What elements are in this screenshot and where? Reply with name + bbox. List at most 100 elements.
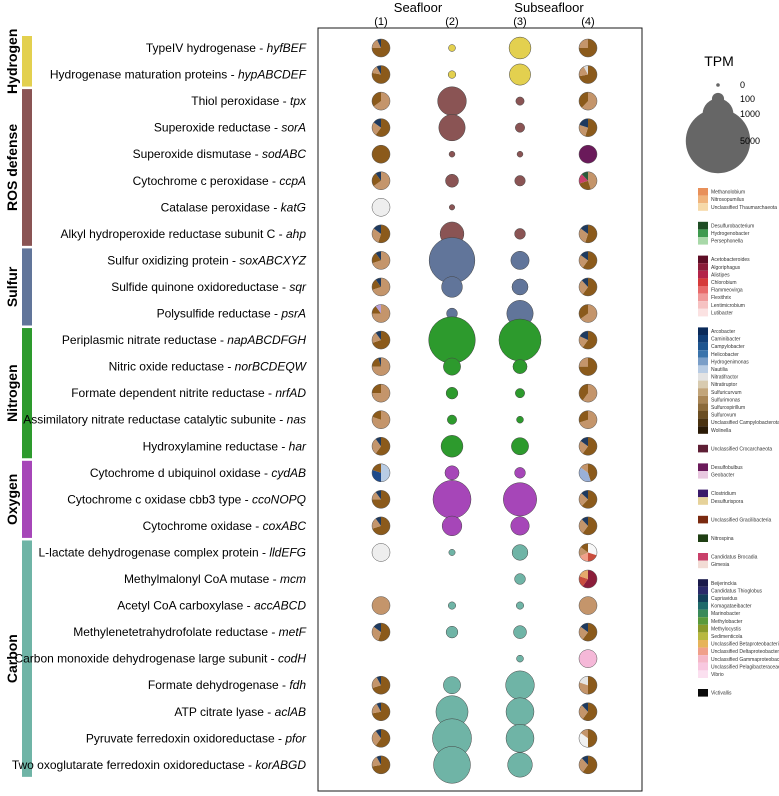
- pie-slice: [579, 758, 588, 773]
- taxonomy-pie: [578, 277, 598, 297]
- pie-outline: [578, 118, 598, 137]
- tpm-bubble: [510, 251, 530, 270]
- tpm-bubble: [511, 437, 529, 456]
- pie-slice: [372, 677, 381, 688]
- taxonomy-pie: [371, 729, 391, 748]
- category-label: Oxygen: [4, 474, 20, 525]
- legend-label: Persephonella: [711, 239, 743, 245]
- row-label: L-lactate dehydrogenase complex protein …: [39, 545, 307, 559]
- taxonomy-pie: [371, 543, 391, 562]
- legend-swatch: [698, 342, 708, 351]
- pie-slice: [373, 224, 381, 234]
- taxonomy-pie: [578, 596, 598, 615]
- legend-swatch: [698, 350, 708, 358]
- tpm-bubble: [437, 86, 467, 116]
- taxonomy-pie: [371, 304, 391, 323]
- tpm-bubble: [448, 151, 456, 158]
- pie-slice: [373, 92, 390, 111]
- legend-label: Wolinella: [711, 428, 731, 434]
- row-label: TypeIV hydrogenase - hyfBEF: [146, 41, 307, 55]
- taxonomy-pie: [578, 171, 598, 190]
- row-label: Cytochrome oxidase - coxABC: [143, 519, 307, 533]
- taxonomy-pie: [578, 649, 598, 668]
- pie-slice: [579, 280, 588, 295]
- legend-swatch: [698, 553, 708, 561]
- pie-slice: [375, 516, 381, 526]
- tpm-bubble: [440, 435, 464, 458]
- pie-slice: [375, 437, 390, 456]
- category-bar: [22, 248, 32, 326]
- pie-slice: [582, 623, 597, 642]
- pie-slice: [372, 492, 381, 500]
- pie-outline: [371, 675, 391, 695]
- pie-slice: [579, 733, 588, 748]
- legend-swatch: [698, 195, 708, 204]
- pie-slice: [578, 649, 598, 668]
- tpm-bubble: [444, 465, 460, 481]
- legend-swatch: [698, 365, 708, 373]
- size-legend-title: TPM: [704, 53, 734, 69]
- row-label: Polysulfide reductase - psrA: [157, 307, 306, 321]
- row-label: Pyruvate ferredoxin oxidoreductase - pfo…: [86, 731, 307, 745]
- pie-slice: [372, 228, 381, 243]
- pie-slice: [588, 676, 597, 695]
- legend-label: Desulfurispora: [711, 499, 743, 505]
- pie-slice: [372, 731, 381, 746]
- legend-swatch: [698, 403, 708, 411]
- size-legend-value: 0: [740, 80, 745, 90]
- pie-outline: [578, 463, 598, 483]
- tpm-bubble: [515, 388, 525, 399]
- pie-slice: [581, 490, 588, 500]
- pie-slice: [372, 306, 381, 314]
- pie-slice: [588, 171, 597, 190]
- legend-label: Unclassified Betaproteobacteria: [711, 642, 779, 648]
- taxonomy-pie: [371, 144, 391, 164]
- taxonomy-pie: [578, 65, 598, 84]
- category-label: Sulfur: [4, 266, 20, 307]
- pie-outline: [371, 357, 391, 376]
- taxonomy-pie: [371, 118, 391, 137]
- pie-slice: [371, 144, 391, 164]
- category-label: Nitrogen: [4, 364, 20, 422]
- legend-swatch: [698, 308, 708, 317]
- header-seafloor: Seafloor: [394, 0, 443, 15]
- taxonomy-pie: [578, 144, 598, 164]
- pie-outline: [578, 702, 598, 721]
- pie-slice: [580, 251, 588, 261]
- legend-swatch: [698, 293, 708, 302]
- pie-outline: [371, 251, 391, 270]
- legend-swatch: [698, 662, 708, 671]
- legend-label: Alistipes: [711, 272, 730, 278]
- legend-swatch: [698, 327, 708, 335]
- taxonomy-pie: [578, 410, 598, 429]
- legend-label: Victivallis: [711, 691, 732, 697]
- column-number: (2): [445, 16, 458, 28]
- pie-slice: [588, 552, 597, 562]
- tpm-bubble: [447, 70, 457, 79]
- legend-label: Methylocystis: [711, 626, 742, 632]
- legend-swatch: [698, 534, 708, 542]
- taxonomy-pie: [371, 490, 391, 509]
- pie-outline: [578, 383, 598, 403]
- legend-swatch: [698, 602, 708, 610]
- legend-label: Desulfobulbus: [711, 465, 743, 471]
- pie-slice: [581, 92, 597, 111]
- tpm-bubble: [448, 204, 456, 211]
- legend-swatch: [698, 655, 708, 663]
- pie-slice: [582, 755, 597, 774]
- pie-slice: [581, 171, 588, 181]
- taxonomy-pie: [578, 702, 598, 721]
- legend-swatch: [698, 357, 708, 366]
- tpm-bubble: [513, 625, 527, 639]
- pie-slice: [582, 702, 598, 721]
- pie-slice: [375, 304, 381, 314]
- pie-slice: [581, 702, 588, 712]
- legend-swatch: [698, 560, 708, 569]
- tpm-bubble: [445, 173, 459, 188]
- row-label: Catalase peroxidase - katG: [161, 200, 306, 214]
- category-bar: [22, 36, 32, 87]
- tpm-bubble: [447, 414, 457, 425]
- legend-label: Unclassified Crocarchaeota: [711, 446, 772, 452]
- tpm-bubble: [445, 387, 459, 400]
- pie-slice: [579, 467, 591, 482]
